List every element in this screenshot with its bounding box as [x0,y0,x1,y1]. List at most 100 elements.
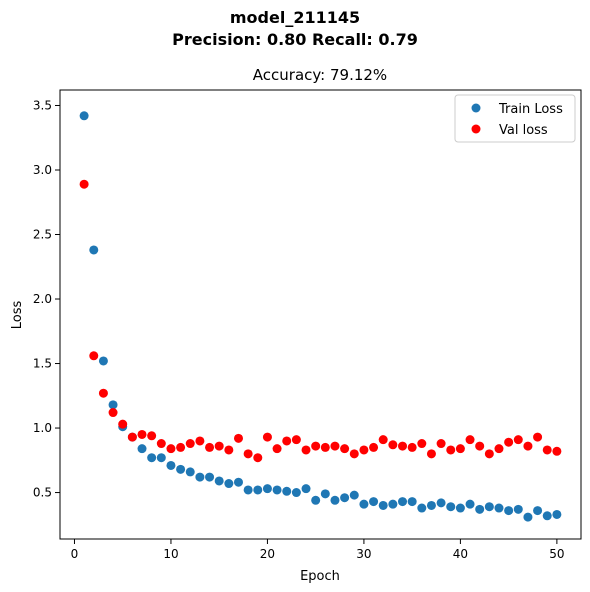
data-point [523,512,533,522]
data-point [330,495,340,505]
data-point [176,442,186,452]
data-point [446,502,456,512]
legend-box [454,94,576,143]
data-point [398,497,408,507]
data-point [359,445,369,455]
data-point [378,500,388,510]
data-point [79,111,89,121]
data-point [407,442,417,452]
data-point [291,435,301,445]
chart-suptitle-metrics: Precision: 0.80 Recall: 0.79 [172,30,418,49]
data-point [98,388,108,398]
data-point [446,445,456,455]
x-tick-label: 50 [549,547,564,561]
data-point [108,408,118,418]
data-point [195,436,205,446]
data-point [436,439,446,449]
data-point [484,449,494,459]
data-point [214,476,224,486]
y-tick-label: 1.5 [33,357,52,371]
y-tick-label: 1.0 [33,421,52,435]
legend-label-train-loss: Train Loss [498,102,563,117]
data-point [166,460,176,470]
data-point [484,502,494,512]
data-point [320,489,330,499]
data-point [533,506,543,516]
data-point [272,444,282,454]
data-point [253,453,263,463]
data-point [127,432,137,442]
y-tick-label: 2.5 [33,228,52,242]
x-tick-label: 40 [453,547,468,561]
data-point [205,442,215,452]
data-point [436,498,446,508]
data-point [98,356,108,366]
data-point [369,497,379,507]
x-tick-label: 20 [260,547,275,561]
data-point [176,464,186,474]
data-point [426,449,436,459]
plot-area-frame [59,89,582,540]
data-point [224,445,234,455]
data-point [253,485,263,495]
legend-marker-val-loss [471,124,481,134]
y-tick-label: 0.5 [33,486,52,500]
data-point [417,503,427,513]
data-point [552,446,562,456]
x-tick-label: 0 [71,547,79,561]
data-point [465,499,475,509]
data-point [340,444,350,454]
data-point [195,472,205,482]
data-point [79,179,89,189]
data-point [330,441,340,451]
data-point [359,499,369,509]
data-point [388,499,398,509]
data-point [301,445,311,455]
data-point [378,435,388,445]
data-point [388,440,398,450]
chart-suptitle-model: model_211145 [230,8,360,27]
data-point [465,435,475,445]
data-point [214,441,224,451]
data-point [533,432,543,442]
data-point [166,444,176,454]
data-point [185,467,195,477]
data-point [504,437,514,447]
data-point [494,444,504,454]
data-point [475,441,485,451]
y-tick-label: 2.0 [33,292,52,306]
data-point [513,504,523,514]
data-point [475,504,485,514]
x-tick-label: 10 [163,547,178,561]
data-point [89,351,99,361]
x-axis-label: Epoch [300,569,340,584]
data-point [340,493,350,503]
data-point [137,429,147,439]
data-point [233,433,243,443]
chart-title: Accuracy: 79.12% [253,66,387,84]
y-tick-label: 3.0 [33,163,52,177]
ticks-layer: 0 10 20 30 40 50 0.5 1.0 1.5 2.0 2.5 3.0 3.5 [33,98,565,561]
marks-layer [79,111,562,522]
data-point [494,503,504,513]
data-point [137,444,147,454]
data-point [523,441,533,451]
y-tick-label: 3.5 [33,98,52,112]
data-point [504,506,514,516]
data-point [417,439,427,449]
data-point [205,472,215,482]
data-point [233,477,243,487]
data-point [455,503,465,513]
data-point [349,449,359,459]
x-tick-label: 30 [356,547,371,561]
data-point [89,245,99,255]
data-point [262,432,272,442]
data-point [156,439,166,449]
data-point [282,436,292,446]
data-point [407,497,417,507]
data-point [185,439,195,449]
data-point [147,431,157,441]
data-point [243,485,253,495]
